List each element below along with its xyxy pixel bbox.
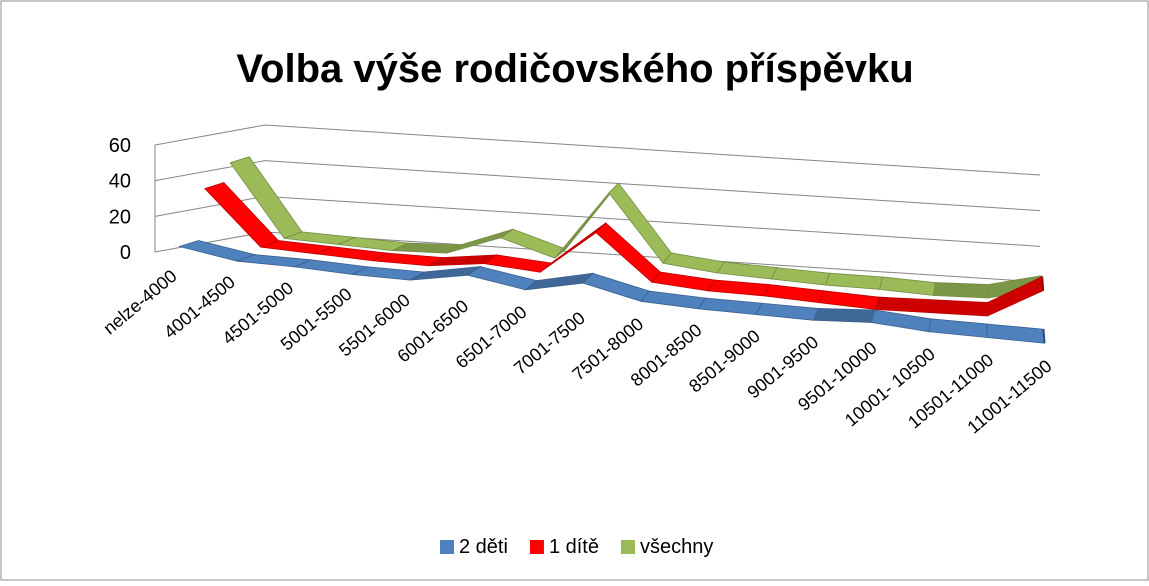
legend-swatch xyxy=(620,540,635,554)
ribbon-segment xyxy=(930,299,989,317)
grid-line xyxy=(154,160,1041,212)
y-tick-label: 0 xyxy=(120,242,131,264)
legend-label: 1 dítě xyxy=(549,536,599,558)
chart-title: Volba výše rodičovského příspěvku xyxy=(236,47,913,91)
ribbon-end xyxy=(1042,329,1046,344)
grid-line xyxy=(154,124,1041,176)
legend-swatch xyxy=(529,540,544,554)
series-ribbon xyxy=(178,240,1046,344)
legend: 2 děti 1 dítě všechny xyxy=(440,536,713,558)
legend-label: 2 děti xyxy=(459,536,508,558)
ribbon-segment xyxy=(874,296,934,314)
legend-swatch xyxy=(440,540,454,554)
legend-label: všechny xyxy=(640,536,713,558)
series-ribbon xyxy=(204,182,1045,317)
y-tick-label: 40 xyxy=(109,171,131,193)
ribbon-segment xyxy=(933,282,989,299)
y-tick-label: 60 xyxy=(109,135,131,157)
y-tick-label: 20 xyxy=(109,206,131,228)
series-ribbon xyxy=(229,156,1043,299)
ribbon-end xyxy=(1041,276,1045,291)
ribbon-segment xyxy=(813,308,876,323)
